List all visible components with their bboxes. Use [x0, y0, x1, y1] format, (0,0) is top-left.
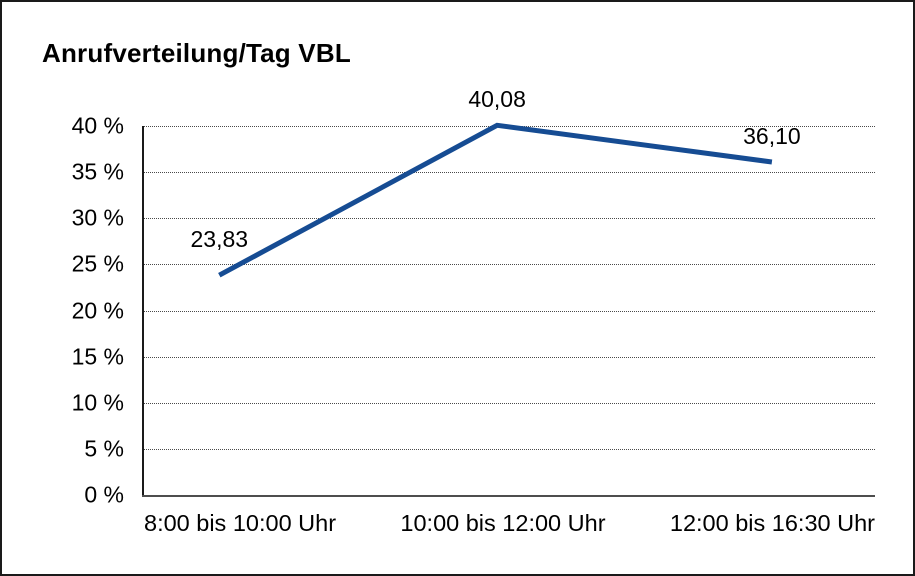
gridline [144, 264, 875, 266]
data-point-label: 40,08 [468, 86, 526, 113]
y-tick-label: 15 % [71, 343, 124, 370]
data-point-label: 36,10 [743, 123, 801, 149]
y-tick-label: 20 % [71, 297, 124, 323]
y-tick-label: 0 % [84, 481, 124, 508]
gridline [144, 218, 875, 220]
x-axis-labels: 8:00 bis 10:00 Uhr 10:00 bis 12:00 Uhr 12:… [144, 510, 875, 537]
gridline [144, 172, 875, 174]
data-line-svg [218, 122, 773, 278]
y-axis-labels: 0 % 5 % 10 % 15 % 20 % 25 % 30 % 35 % 40 % [2, 113, 124, 508]
y-axis-line [142, 126, 144, 495]
gridline [144, 310, 875, 312]
chart-title: Anrufverteilung/Tag VBL [42, 38, 351, 68]
data-line [218, 122, 773, 278]
gridline [144, 356, 875, 358]
x-category-label: 12:00 bis 16:30 Uhr [669, 510, 875, 536]
gridline [144, 448, 875, 450]
x-category-label: 8:00 bis 10:00 Uhr [144, 510, 337, 536]
x-category-label: 10:00 bis 12:00 Uhr [400, 510, 606, 536]
y-tick-label: 35 % [71, 158, 124, 185]
y-tick-label: 30 % [71, 204, 124, 231]
x-axis-line [142, 495, 875, 497]
plot-area: 23,83 40,08 36,10 [142, 86, 875, 497]
y-tick-label: 10 % [71, 389, 124, 416]
y-tick-label: 5 % [84, 435, 124, 462]
y-tick-label: 40 % [71, 112, 124, 139]
gridline [144, 402, 875, 404]
data-point-label: 23,83 [190, 226, 249, 253]
y-tick-label: 25 % [71, 250, 124, 277]
